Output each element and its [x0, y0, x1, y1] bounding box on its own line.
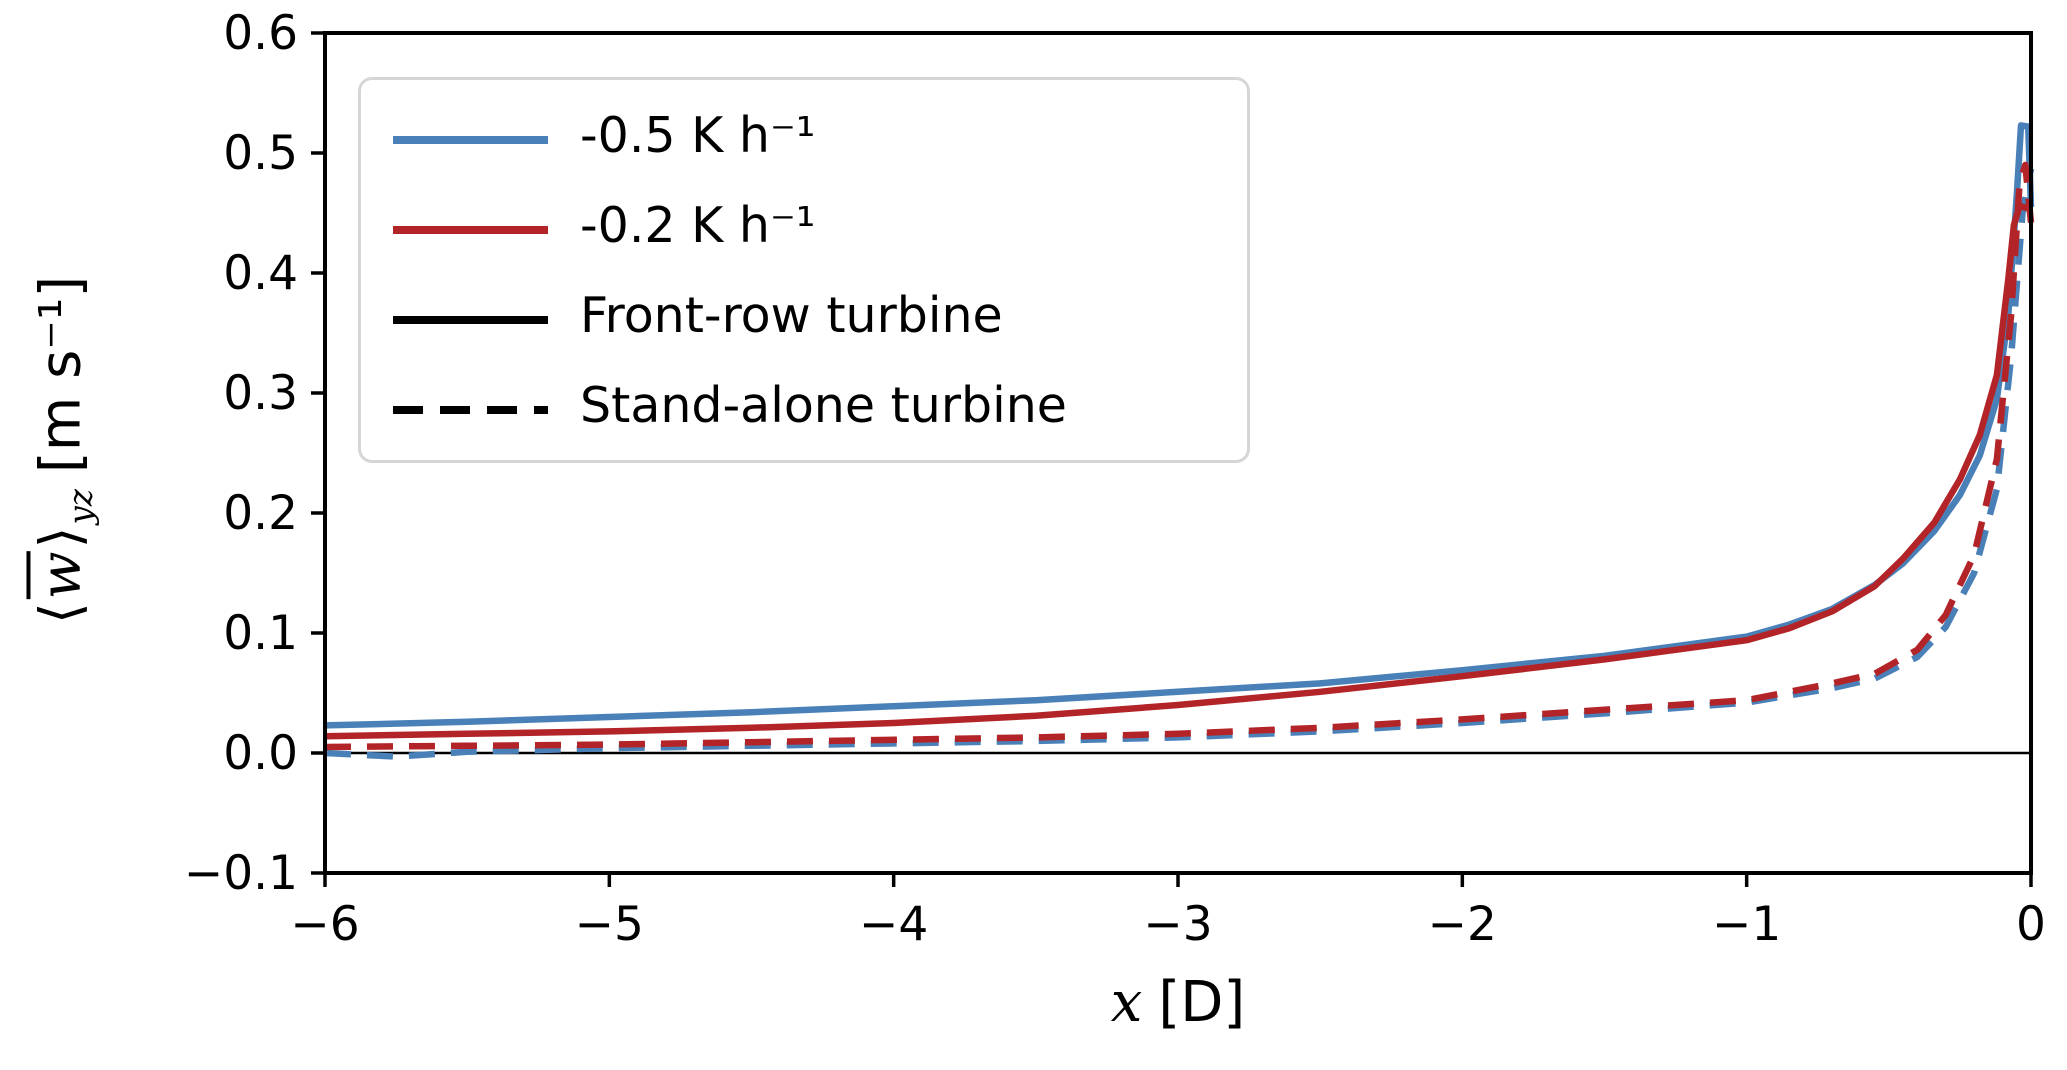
x-tick-label: −1	[1712, 897, 1782, 952]
legend-label: Front-row turbine	[580, 286, 1003, 344]
x-tick-label: −5	[574, 897, 644, 952]
legend-dashed-line-sample	[393, 400, 548, 414]
ylabel-unit: [m s⁻¹]	[28, 275, 94, 474]
series-line-1	[324, 122, 2035, 729]
y-tick-label: 0.2	[223, 486, 298, 541]
x-tick-label: −6	[290, 897, 360, 952]
y-tick-label: 0.3	[223, 366, 298, 421]
x-tick-label: −4	[859, 897, 929, 952]
legend-solid-line-sample	[393, 310, 548, 324]
ylabel-wbar-symbol: w	[24, 548, 93, 602]
series-line-2	[324, 161, 2035, 751]
ylabel-subscript: yz	[61, 489, 100, 525]
y-tick-label: 0.5	[223, 126, 298, 181]
series-line-3	[324, 202, 2032, 740]
legend-solid-line-sample	[393, 220, 548, 234]
legend: -0.5 K h⁻¹ -0.2 K h⁻¹ Front-row turbine …	[358, 77, 1250, 463]
y-tick-label: 0.0	[223, 726, 298, 781]
x-tick-label: −2	[1427, 897, 1497, 952]
xlabel-unit: [D]	[1158, 970, 1246, 1035]
y-tick-label: 0.4	[223, 246, 298, 301]
y-axis-label: ⟨w⟩yz [m s⁻¹]	[24, 276, 99, 624]
x-tick-label: −3	[1143, 897, 1213, 952]
legend-row: -0.5 K h⁻¹	[393, 91, 1247, 179]
legend-row: Front-row turbine	[393, 271, 1247, 359]
legend-label: -0.5 K h⁻¹	[580, 106, 816, 164]
legend-solid-line-sample	[393, 130, 548, 144]
y-tick-label: −0.1	[183, 846, 298, 901]
legend-label: Stand-alone turbine	[580, 376, 1067, 434]
y-tick-label: 0.1	[223, 606, 298, 661]
x-axis-label: x [D]	[1111, 975, 1245, 1031]
series-line-0	[324, 167, 2035, 760]
y-tick-label: 0.6	[223, 6, 298, 61]
xlabel-symbol: x	[1110, 970, 1143, 1035]
legend-row: Stand-alone turbine	[393, 361, 1247, 449]
legend-label: -0.2 K h⁻¹	[580, 196, 816, 254]
legend-row: -0.2 K h⁻¹	[393, 181, 1247, 269]
ylabel-open-angle: ⟨	[28, 602, 94, 625]
ylabel-close-angle: ⟩	[28, 526, 94, 549]
x-tick-label: 0	[2016, 897, 2046, 952]
